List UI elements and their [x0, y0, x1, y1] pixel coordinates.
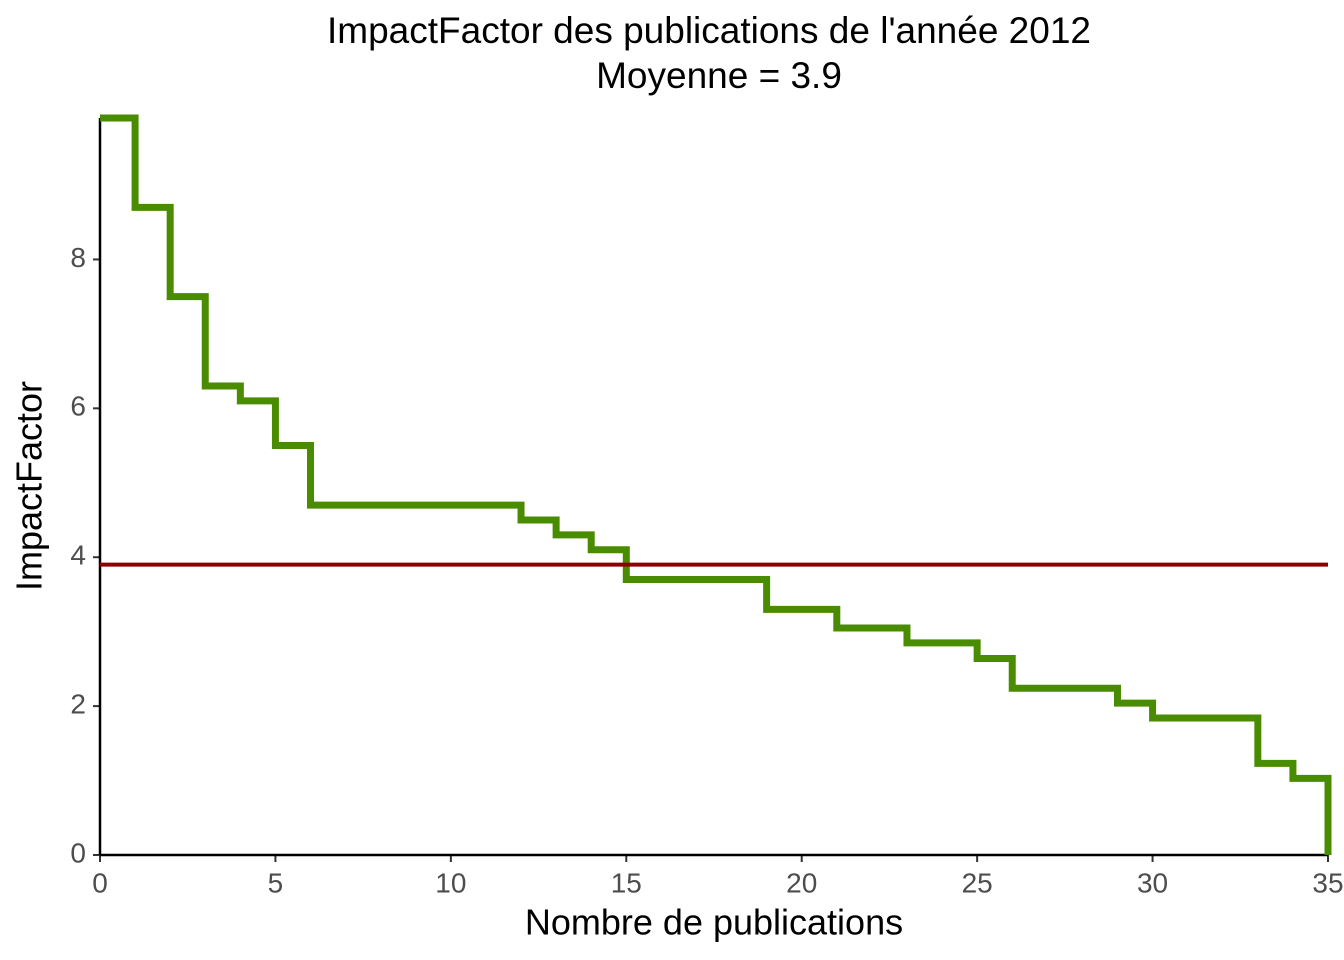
x-tick-label: 10	[435, 867, 466, 898]
y-tick-label: 4	[70, 540, 86, 571]
step-line	[100, 114, 1332, 855]
y-axis-label: ImpactFactor	[9, 381, 50, 591]
y-tick-label: 2	[70, 689, 86, 720]
x-tick-label: 20	[786, 867, 817, 898]
x-tick-label: 30	[1137, 867, 1168, 898]
y-tick-label: 6	[70, 391, 86, 422]
y-tick-label: 8	[70, 242, 86, 273]
x-tick-label: 5	[268, 867, 284, 898]
chart-subtitle: Moyenne = 3.9	[596, 55, 842, 96]
x-tick-label: 0	[92, 867, 108, 898]
y-tick-label: 0	[70, 837, 86, 868]
x-axis-label: Nombre de publications	[525, 902, 903, 943]
x-tick-label: 25	[962, 867, 993, 898]
x-tick-label: 15	[611, 867, 642, 898]
chart-title: ImpactFactor des publications de l'année…	[327, 10, 1091, 51]
x-tick-label: 35	[1312, 867, 1343, 898]
